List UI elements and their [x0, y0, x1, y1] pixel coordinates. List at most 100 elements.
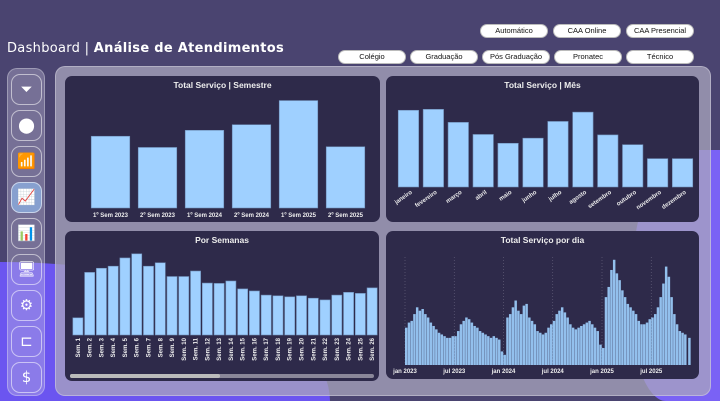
bar: [588, 320, 591, 365]
bar: [489, 337, 493, 365]
filter-button[interactable]: Pós Graduação: [482, 50, 550, 64]
sidebar-item-location-pin[interactable]: ⬤: [11, 110, 42, 141]
x-tick-label: jan 2023: [392, 369, 417, 375]
bar: [670, 297, 673, 365]
bar: [517, 310, 520, 365]
chart-title: Total Serviço | Mês: [504, 80, 581, 90]
bar: [623, 297, 627, 365]
sidebar-item-hierarchy[interactable]: ⊏: [11, 326, 42, 357]
bar: [397, 109, 419, 188]
bar: [424, 314, 427, 365]
x-tick-label: abril: [475, 190, 489, 202]
bar: [231, 124, 272, 209]
bar: [530, 320, 534, 365]
x-tick-label: dezembro: [661, 190, 688, 211]
bar: [558, 310, 561, 365]
bar: [413, 314, 416, 365]
bar: [184, 129, 225, 209]
bar: [574, 329, 578, 365]
bar: [84, 272, 96, 336]
bar: [506, 317, 509, 365]
sidebar-item-monitor-check[interactable]: 🖥: [11, 254, 42, 285]
sidebar-item-hand-gears[interactable]: ⚙: [11, 290, 42, 321]
x-tick-label: Sem. 2: [88, 337, 94, 357]
x-tick-label: outubro: [616, 190, 638, 208]
bar: [366, 287, 378, 336]
bar: [688, 337, 691, 365]
bar: [673, 314, 676, 365]
bar: [343, 292, 354, 336]
bar: [678, 331, 682, 365]
bar: [536, 331, 539, 365]
bar: [467, 319, 471, 365]
bar: [651, 317, 654, 365]
bar: [519, 314, 523, 365]
bar: [637, 320, 641, 365]
bar: [591, 324, 594, 365]
scrollbar-thumb[interactable]: [70, 374, 220, 378]
bar: [560, 307, 564, 365]
x-tick-label: janeiro: [393, 190, 414, 207]
bar: [566, 317, 569, 365]
bar: [634, 314, 638, 365]
filter-button[interactable]: CAA Online: [553, 24, 621, 38]
x-tick-label: 1º Sem 2025: [281, 213, 317, 219]
filter-button[interactable]: Colégio: [338, 50, 406, 64]
bar: [555, 314, 558, 365]
filter-button[interactable]: CAA Presencial: [626, 24, 694, 38]
bar: [470, 322, 474, 365]
sidebar-item-funnel[interactable]: ⏷: [11, 74, 42, 105]
month-chart: janeiro fevereiro março abril maio junho julho…: [393, 109, 694, 211]
hand-money-icon: $: [21, 368, 32, 386]
horizontal-scrollbar[interactable]: [70, 374, 374, 378]
x-tick-label: Sem. 1: [76, 337, 82, 357]
bar: [319, 299, 331, 336]
bar: [533, 324, 537, 365]
bar: [618, 280, 621, 365]
bar: [500, 351, 504, 365]
bar: [503, 354, 506, 365]
bar: [547, 327, 550, 365]
x-tick-label: maio: [498, 190, 513, 203]
bar: [213, 283, 225, 336]
bar: [201, 282, 213, 336]
x-tick-label: Sem. 13: [217, 337, 223, 360]
bar: [653, 314, 657, 365]
x-tick-label: Sem. 8: [158, 337, 164, 357]
x-tick-label: Sem. 6: [135, 337, 141, 357]
bar: [307, 297, 319, 336]
funnel-icon: ⏷: [20, 80, 33, 98]
bar: [498, 339, 501, 365]
bar: [451, 336, 454, 365]
sidebar-item-presentation-chart[interactable]: 📈: [11, 182, 42, 213]
bar: [596, 331, 599, 365]
bar: [426, 317, 430, 365]
filter-button[interactable]: Automático: [480, 24, 548, 38]
bar: [497, 142, 519, 188]
filter-button[interactable]: Pronatec: [554, 50, 622, 64]
bar: [435, 329, 438, 365]
sidebar-item-podium-chart[interactable]: 📊: [11, 218, 42, 249]
bar: [440, 334, 444, 365]
x-tick-label: Sem. 12: [205, 337, 211, 360]
filter-button[interactable]: Técnico: [626, 50, 694, 64]
bar: [119, 257, 131, 336]
bar: [465, 317, 468, 365]
bar: [107, 265, 119, 336]
sidebar-item-hand-money[interactable]: $: [11, 362, 42, 393]
sidebar-item-growth-chart[interactable]: 📶: [11, 146, 42, 177]
bar: [528, 317, 531, 365]
bar: [621, 290, 624, 365]
bar: [552, 320, 556, 365]
bar: [607, 286, 610, 365]
filter-button[interactable]: Graduação: [410, 50, 478, 64]
bar: [178, 276, 190, 336]
x-tick-label: Sem. 24: [347, 337, 353, 360]
bar: [612, 259, 616, 365]
bar: [429, 322, 433, 365]
bar: [415, 307, 419, 365]
bar: [446, 337, 449, 365]
x-tick-label: Sem. 25: [358, 337, 364, 360]
bar: [572, 111, 594, 188]
bar: [547, 121, 569, 188]
